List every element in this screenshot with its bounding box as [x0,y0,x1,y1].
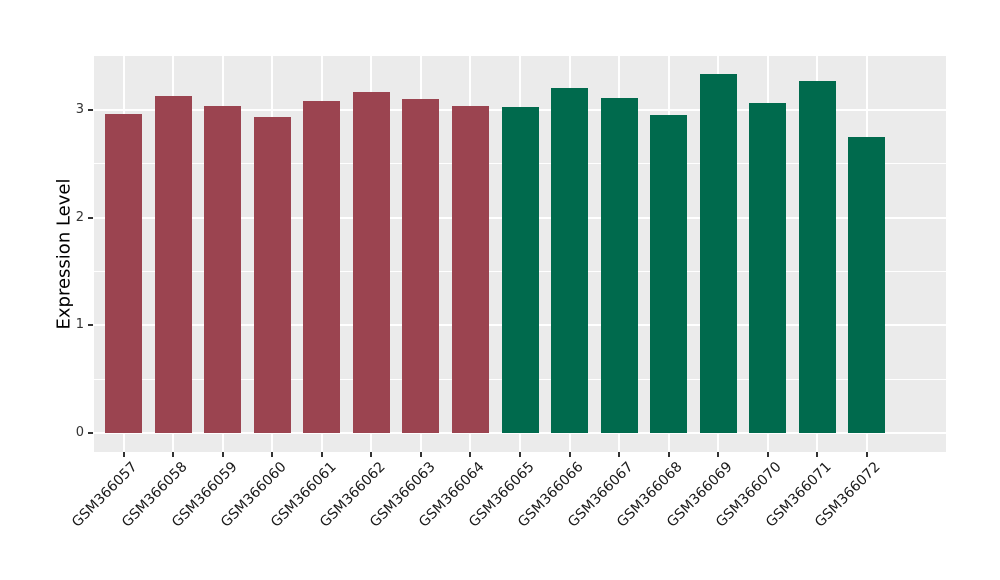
plot-panel [94,56,946,452]
y-tick-label: 3 [75,101,84,117]
bar [253,117,291,433]
x-tick-mark [271,452,274,457]
x-tick-mark [172,452,175,457]
x-tick-mark [717,452,720,457]
bar [749,103,787,433]
x-tick-mark [122,452,125,457]
y-tick-label: 1 [75,317,84,333]
x-tick-mark [667,452,670,457]
bar [501,106,539,433]
x-tick-mark [618,452,621,457]
x-tick-mark [519,452,521,457]
bar [105,114,143,433]
y-tick-mark [88,216,93,219]
bar [204,105,242,433]
bar [798,80,836,433]
bar [451,105,489,433]
bar [848,136,886,433]
y-tick-mark [88,324,93,327]
y-tick-label: 2 [75,209,84,225]
y-tick-mark [88,432,93,434]
y-tick-label: 0 [75,425,84,440]
x-tick-mark [816,452,819,457]
bar [699,74,737,433]
x-tick-mark [766,452,769,457]
x-tick-mark [865,452,868,457]
y-axis-title: Expression Level [53,178,75,330]
y-tick-mark [88,108,93,111]
x-tick-mark [419,452,422,457]
bar [352,91,390,433]
bar [154,95,192,433]
bar [600,98,638,433]
bar [402,99,440,433]
bar [303,101,341,433]
bar [650,115,688,433]
x-tick-mark [370,452,373,457]
x-tick-mark [568,452,571,457]
x-tick-mark [320,452,323,457]
x-tick-mark [469,452,472,457]
x-tick-mark [221,452,224,457]
bar [551,88,589,433]
